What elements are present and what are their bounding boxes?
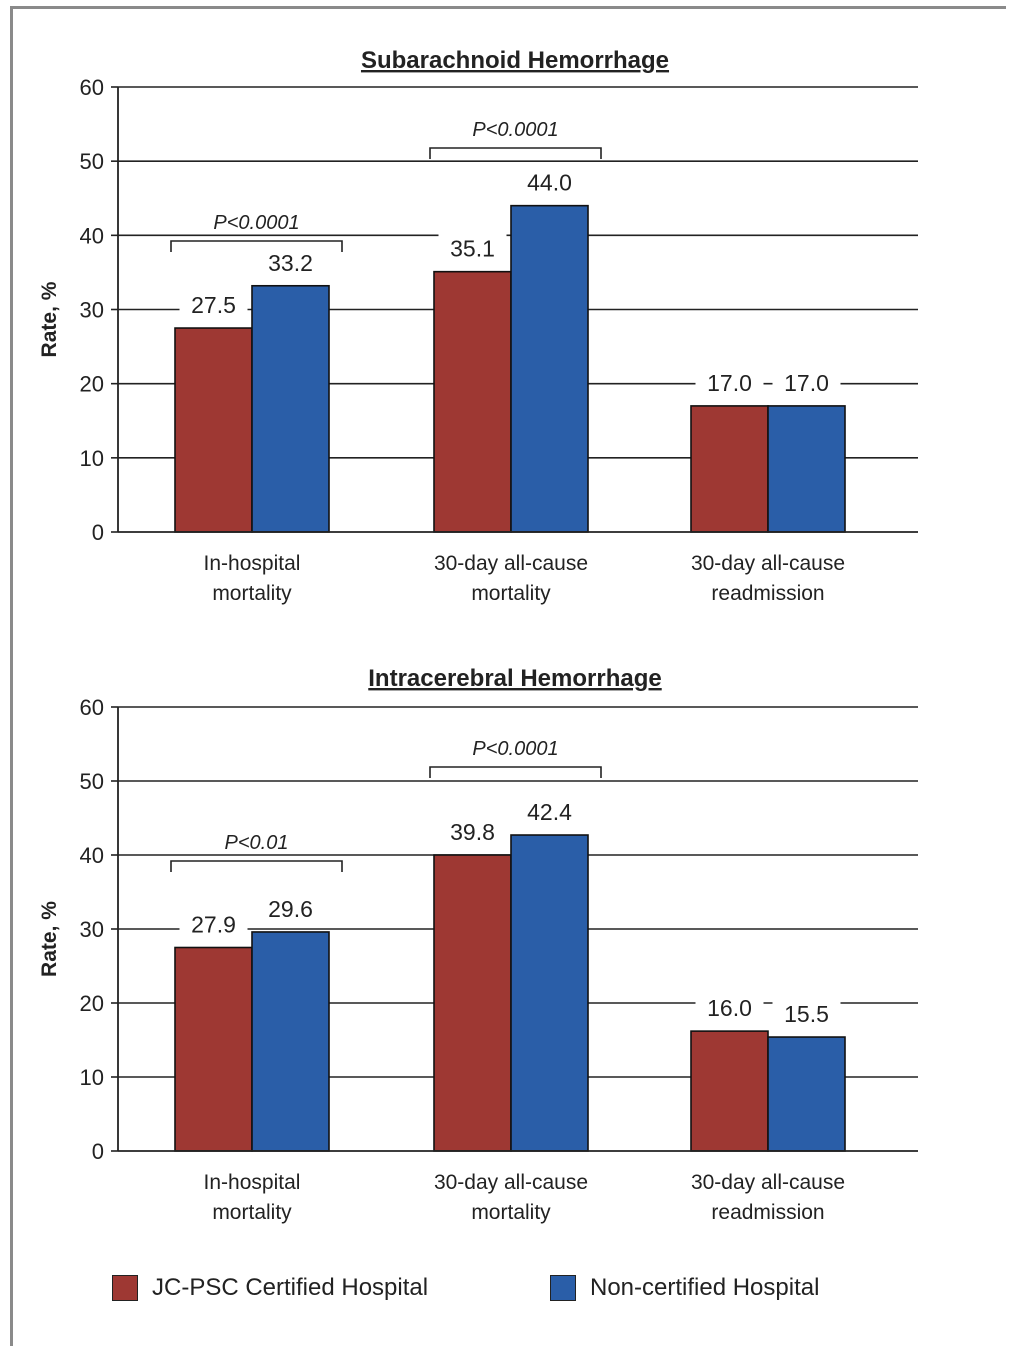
p-value-label: P<0.0001 — [213, 212, 299, 234]
chart-title: Intracerebral Hemorrhage — [368, 665, 661, 692]
bar — [251, 284, 330, 533]
legend-label-certified: JC-PSC Certified Hospital — [152, 1274, 429, 1301]
p-value-label: P<0.0001 — [472, 738, 558, 760]
data-label-bg — [438, 231, 507, 262]
bar — [510, 834, 589, 1152]
y-tick-label: 0 — [92, 520, 104, 545]
y-tick-label: 40 — [80, 223, 104, 248]
bracket-bg — [169, 239, 344, 253]
y-tick-label: 20 — [80, 991, 104, 1016]
y-tick-label: 40 — [80, 843, 104, 868]
data-label-bg — [438, 815, 507, 845]
data-label: 17.0 — [784, 370, 829, 396]
x-tick-label-line2: readmission — [711, 1201, 824, 1224]
data-label-bg — [179, 907, 248, 938]
x-tick-label-line1: In-hospital — [204, 1171, 301, 1194]
y-tick-label: 60 — [80, 75, 104, 100]
legend-label-noncertified: Non-certified Hospital — [590, 1274, 820, 1301]
bar — [510, 204, 589, 533]
legend-item-certified: JC-PSC Certified Hospital — [112, 1274, 428, 1302]
bracket-bg — [428, 146, 603, 160]
x-tick-label-line1: 30-day all-cause — [691, 552, 845, 575]
bracket-bg — [428, 765, 603, 779]
figure-frame — [10, 6, 1006, 1346]
data-label-bg — [772, 997, 841, 1028]
y-tick-label: 50 — [80, 769, 104, 794]
y-tick-label: 60 — [80, 695, 104, 720]
bar — [433, 270, 512, 533]
bar — [767, 1036, 846, 1152]
significance-bracket — [429, 147, 602, 159]
x-tick-label-line1: 30-day all-cause — [434, 552, 588, 575]
data-label: 29.6 — [268, 896, 313, 922]
data-label: 35.1 — [450, 236, 495, 262]
x-tick-label-line1: 30-day all-cause — [434, 1171, 588, 1194]
x-tick-label-line2: readmission — [711, 582, 824, 605]
bar — [174, 327, 253, 533]
data-label-bg — [256, 891, 325, 922]
bar — [690, 1030, 769, 1152]
significance-bracket — [170, 860, 343, 872]
data-label: 15.5 — [784, 1001, 829, 1027]
bar — [767, 405, 846, 533]
x-tick-label-line2: mortality — [212, 1201, 292, 1224]
p-value-label: P<0.0001 — [472, 119, 558, 141]
x-tick-label-line1: 30-day all-cause — [691, 1171, 845, 1194]
significance-bracket — [429, 766, 602, 778]
data-label-bg — [515, 165, 584, 196]
y-tick-label: 30 — [80, 298, 104, 323]
data-label-bg — [695, 991, 764, 1022]
p-value-label: P<0.01 — [225, 832, 289, 854]
y-tick-label: 50 — [80, 149, 104, 174]
bar — [174, 946, 253, 1152]
y-axis-label: Rate, % — [38, 281, 61, 357]
data-label: 39.8 — [450, 819, 495, 845]
legend-swatch-noncertified — [550, 1275, 576, 1301]
data-label-bg — [772, 365, 841, 396]
bar — [690, 405, 769, 533]
bracket-bg — [169, 859, 344, 873]
y-tick-label: 0 — [92, 1139, 104, 1164]
data-label: 27.9 — [191, 912, 236, 938]
y-tick-label: 30 — [80, 917, 104, 942]
x-tick-label-line2: mortality — [212, 582, 292, 605]
legend-item-noncertified: Non-certified Hospital — [550, 1274, 819, 1302]
data-label: 42.4 — [527, 799, 572, 825]
chart-title: Subarachnoid Hemorrhage — [361, 47, 669, 74]
x-tick-label-line2: mortality — [471, 582, 551, 605]
y-tick-label: 10 — [80, 1065, 104, 1090]
data-label: 33.2 — [268, 250, 313, 276]
y-tick-label: 10 — [80, 446, 104, 471]
legend-swatch-certified — [112, 1275, 138, 1301]
data-label: 27.5 — [191, 292, 236, 318]
data-label: 17.0 — [707, 370, 752, 396]
data-label: 44.0 — [527, 170, 572, 196]
y-axis-label: Rate, % — [38, 901, 61, 977]
bar — [433, 854, 512, 1152]
y-tick-label: 20 — [80, 372, 104, 397]
data-label: 16.0 — [707, 995, 752, 1021]
bar — [251, 931, 330, 1152]
significance-bracket — [170, 240, 343, 252]
x-tick-label-line1: In-hospital — [204, 552, 301, 575]
x-tick-label-line2: mortality — [471, 1201, 551, 1224]
data-label-bg — [179, 288, 248, 319]
data-label-bg — [695, 365, 764, 396]
data-label-bg — [515, 795, 584, 826]
